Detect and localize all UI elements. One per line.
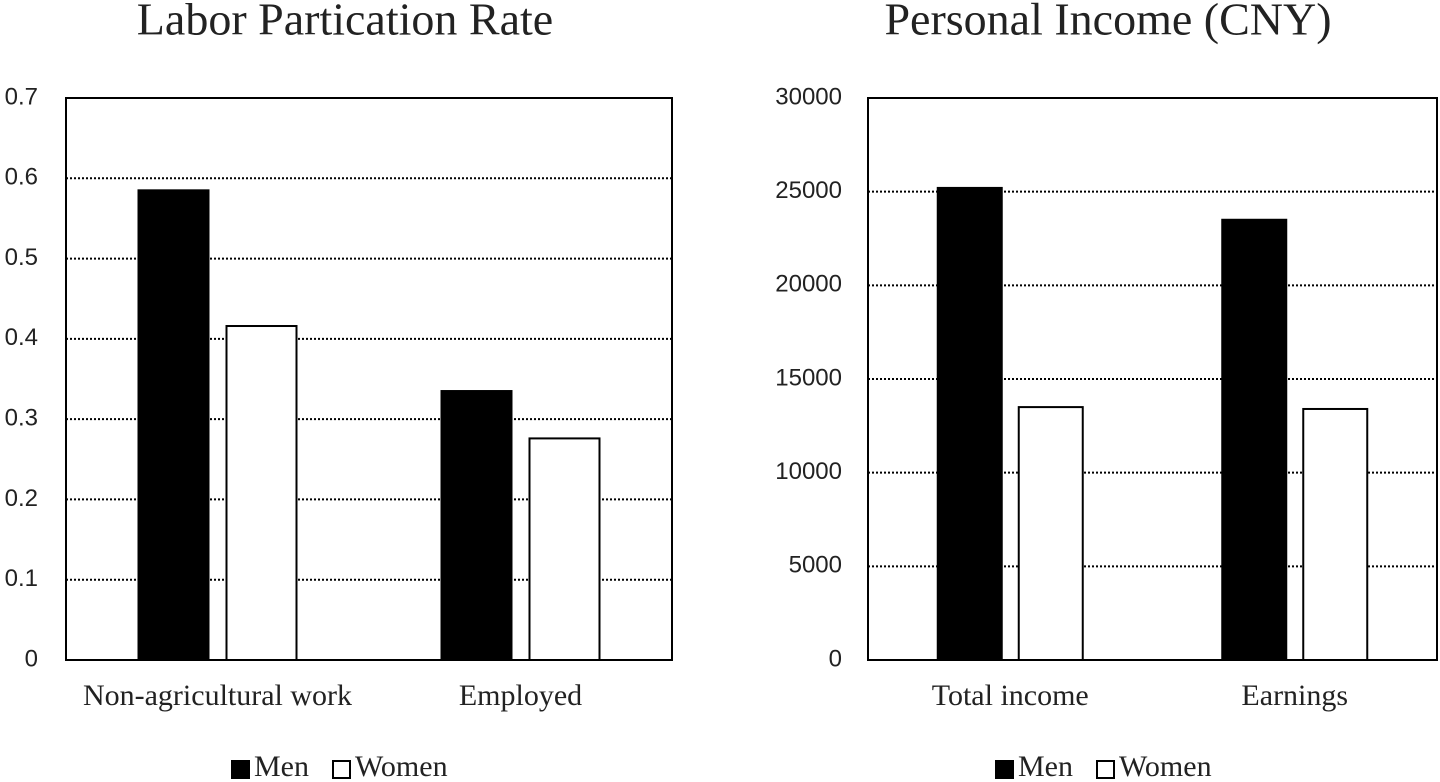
- legend-swatch: [995, 760, 1014, 779]
- y-tick-label: 10000: [775, 458, 842, 485]
- bar: [225, 325, 298, 661]
- y-tick-label: 0.3: [5, 404, 38, 431]
- y-tick-label: 0.2: [5, 485, 38, 512]
- y-tick-label: 0.4: [5, 324, 38, 351]
- legend-label: Men: [254, 750, 309, 782]
- bar: [1017, 406, 1084, 661]
- bar: [440, 390, 513, 661]
- legend-label: Women: [1119, 750, 1212, 782]
- y-tick-label: 15000: [775, 364, 842, 391]
- plot-frame: [65, 97, 673, 661]
- y-tick-label: 0: [25, 645, 38, 672]
- legend-label: Men: [1018, 750, 1073, 782]
- legend-label: Women: [355, 750, 448, 782]
- plot-frame: [867, 97, 1438, 661]
- bar: [1302, 407, 1369, 661]
- bar: [137, 189, 210, 661]
- y-tick-label: 20000: [775, 271, 842, 298]
- y-tick-label: 0: [829, 645, 842, 672]
- y-tick-label: 0.1: [5, 565, 38, 592]
- chart-panel: Labor Partication Rate 0 0.1 0.2 0.3 0.4 0.5 0.…: [5, 0, 673, 782]
- chart-panel: Personal Income (CNY) 0 5000 10000 15000 2000…: [775, 0, 1438, 782]
- chart-title: Personal Income (CNY): [884, 0, 1331, 45]
- x-tick-label: Total income: [932, 679, 1089, 712]
- chart-title: Labor Partication Rate: [137, 0, 553, 45]
- x-tick-label: Non-agricultural work: [83, 679, 352, 712]
- x-tick-label: Employed: [459, 679, 582, 712]
- bar: [528, 437, 601, 662]
- y-tick-label: 0.5: [5, 244, 38, 271]
- y-tick-label: 5000: [789, 552, 842, 579]
- legend-swatch: [231, 760, 250, 779]
- y-tick-label: 25000: [775, 177, 842, 204]
- bar: [936, 186, 1003, 661]
- y-tick-label: 0.7: [5, 83, 38, 110]
- x-tick-label: Earnings: [1241, 679, 1348, 712]
- y-tick-label: 30000: [775, 83, 842, 110]
- y-tick-label: 0.6: [5, 164, 38, 191]
- legend-swatch: [332, 760, 351, 779]
- legend-swatch: [1096, 760, 1115, 779]
- bar: [1221, 218, 1288, 661]
